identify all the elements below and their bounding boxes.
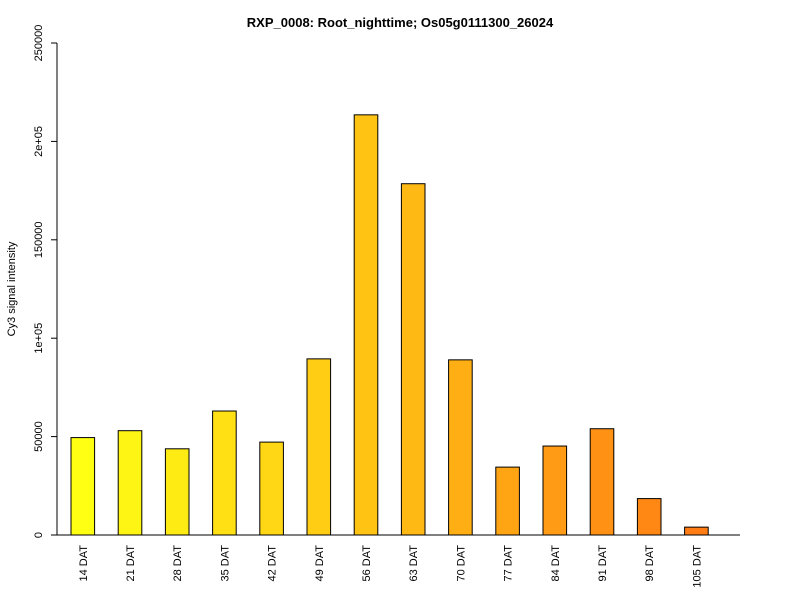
x-tick-label: 98 DAT [644, 545, 656, 582]
x-tick-labels: 14 DAT 21 DAT 28 DAT 35 DAT 42 DAT 49 DAT 56 D… [78, 545, 704, 588]
x-tick-label: 49 DAT [314, 545, 326, 582]
x-tick-label: 70 DAT [455, 545, 467, 582]
bar-70-dat [448, 359, 473, 536]
bar-35-dat [212, 410, 237, 536]
y-tick-label: 1e+05 [33, 323, 45, 354]
x-tick-label: 42 DAT [267, 545, 279, 582]
bars-group [70, 114, 709, 536]
bar-91-dat [589, 428, 615, 536]
y-tick-label: 50000 [33, 421, 45, 452]
y-tick-label: 0 [33, 532, 45, 538]
x-tick-label: 84 DAT [550, 545, 562, 582]
y-tick-label: 2e+05 [33, 126, 45, 157]
x-tick-label: 35 DAT [219, 545, 231, 582]
bar-21-dat [117, 430, 143, 536]
x-tick-label: 14 DAT [78, 545, 90, 582]
y-axis-label: Cy3 signal intensity [6, 241, 18, 336]
bar-98-dat [636, 498, 662, 536]
x-tick-label: 63 DAT [408, 545, 420, 582]
y-tick-label: 150000 [33, 221, 45, 258]
bar-84-dat [542, 445, 568, 536]
y-axis: 0 50000 1e+05 150000 2e+05 250000 [33, 25, 58, 538]
bar-56-dat [353, 114, 379, 536]
x-tick-label: 105 DAT [691, 545, 703, 588]
bar-63-dat [400, 183, 426, 536]
x-tick-label: 77 DAT [503, 545, 515, 582]
x-tick-label: 21 DAT [125, 545, 137, 582]
x-tick-label: 91 DAT [597, 545, 609, 582]
x-tick-label: 56 DAT [361, 545, 373, 582]
bar-28-dat [164, 448, 190, 536]
chart-title: RXP_0008: Root_nighttime; Os05g0111300_2… [247, 15, 554, 30]
bar-14-dat [70, 437, 96, 536]
bar-42-dat [259, 441, 284, 536]
bar-49-dat [306, 358, 332, 536]
bar-105-dat [684, 526, 709, 536]
x-tick-label: 28 DAT [172, 545, 184, 582]
y-tick-label: 250000 [33, 25, 45, 62]
bar-77-dat [495, 466, 520, 536]
